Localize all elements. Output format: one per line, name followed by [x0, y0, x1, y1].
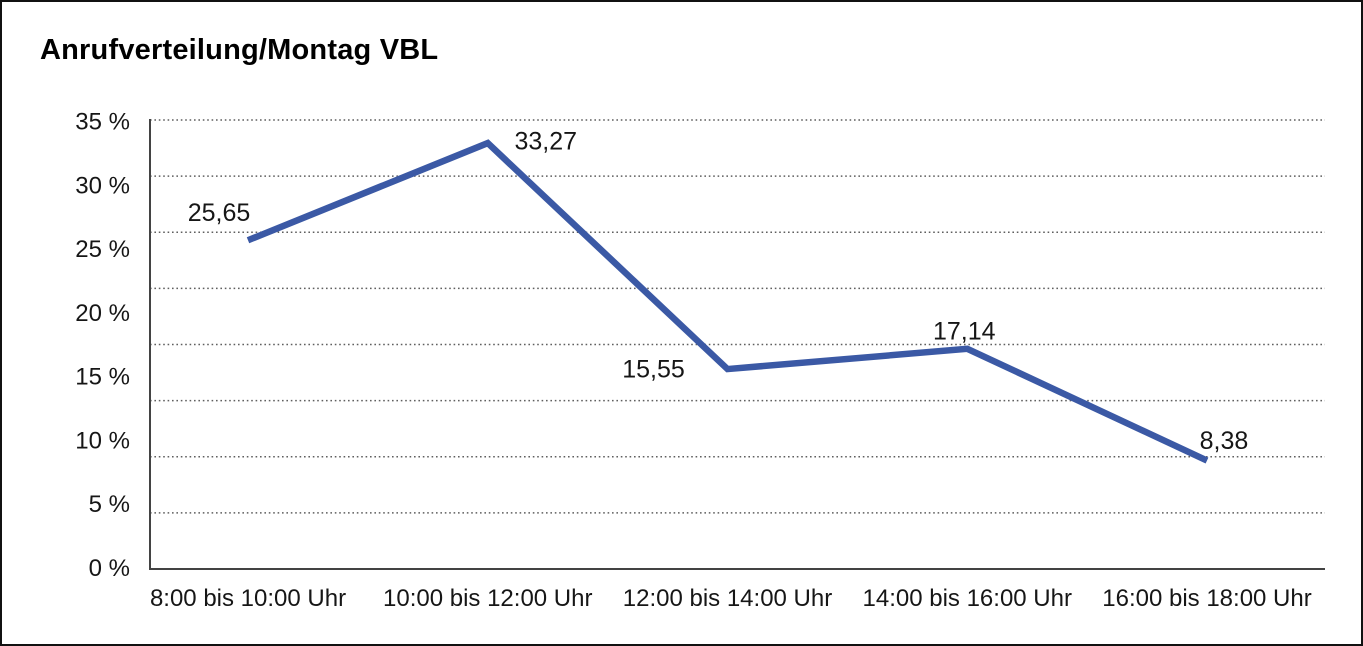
data-point-label: 15,55	[622, 356, 685, 384]
y-tick-label: 35 %	[75, 109, 130, 136]
data-line	[246, 139, 1209, 464]
y-tick-label: 30 %	[75, 172, 130, 199]
y-tick-label: 20 %	[75, 300, 130, 327]
x-category-label: 16:00 bis 18:00 Uhr	[1102, 585, 1311, 612]
y-tick-label: 15 %	[75, 364, 130, 391]
y-tick-label: 10 %	[75, 427, 130, 454]
data-point-label: 25,65	[188, 199, 251, 227]
y-tick-label: 5 %	[89, 491, 130, 518]
x-category-label: 8:00 bis 10:00 Uhr	[150, 585, 346, 612]
chart-title: Anrufverteilung/Montag VBL	[40, 34, 439, 66]
x-category-label: 12:00 bis 14:00 Uhr	[623, 585, 832, 612]
y-tick-label: 0 %	[89, 555, 130, 582]
x-category-label: 14:00 bis 16:00 Uhr	[863, 585, 1072, 612]
y-tick-label: 25 %	[75, 236, 130, 263]
x-category-label: 10:00 bis 12:00 Uhr	[383, 585, 592, 612]
data-point-label: 33,27	[514, 128, 577, 156]
data-point-label: 17,14	[933, 317, 996, 345]
data-point-label: 8,38	[1200, 427, 1249, 455]
